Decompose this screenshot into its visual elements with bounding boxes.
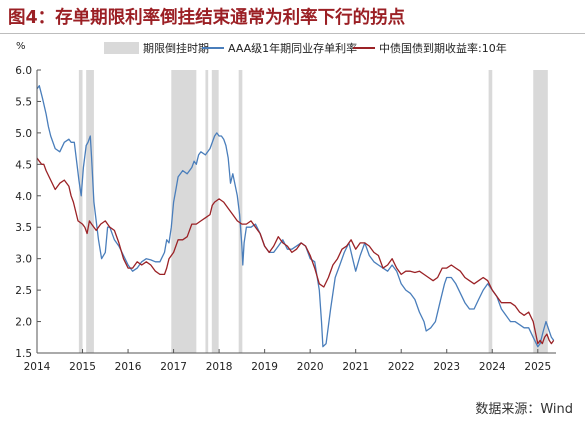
y-tick-label-2: 5.0 — [15, 128, 32, 140]
y-tick-label-8: 2.0 — [15, 317, 32, 329]
x-tick-label-11: 2025 — [524, 361, 551, 373]
x-tick-label-1: 2015 — [69, 361, 96, 373]
x-tick-label-2: 2016 — [115, 361, 142, 373]
shaded-period-5 — [238, 70, 243, 353]
y-tick-label-5: 3.5 — [15, 222, 32, 234]
y-tick-label-7: 2.5 — [15, 285, 32, 297]
x-tick-label-7: 2021 — [342, 361, 369, 373]
legend-label-bond-yield: 中债国债到期收益率:10年 — [379, 41, 507, 55]
data-source: 数据来源：Wind — [475, 402, 573, 417]
x-tick-label-0: 2014 — [24, 361, 51, 373]
y-tick-label-1: 5.5 — [15, 96, 32, 108]
chart-title: 图4：存单期限利率倒挂结束通常为利率下行的拐点 — [8, 8, 406, 28]
y-tick-label-4: 4.0 — [15, 191, 32, 203]
title-divider — [0, 33, 585, 34]
shaded-period-2 — [171, 70, 197, 353]
x-tick-label-6: 2020 — [297, 361, 324, 373]
series-lines — [36, 85, 555, 348]
y-axis-unit: % — [16, 41, 26, 52]
shaded-period-3 — [205, 70, 209, 353]
y-tick-label-3: 4.5 — [15, 159, 32, 171]
shaded-period-0 — [78, 70, 83, 353]
shaded-periods — [78, 70, 548, 353]
x-tick-label-3: 2017 — [160, 361, 187, 373]
legend-label-shade: 期限倒挂时期 — [143, 41, 209, 55]
shaded-period-7 — [533, 70, 548, 353]
bond-yield-line — [36, 157, 555, 345]
shaded-period-6 — [488, 70, 493, 353]
y-tick-label-6: 3.0 — [15, 254, 32, 266]
y-tick-label-0: 6.0 — [15, 65, 32, 77]
x-tick-label-8: 2022 — [388, 361, 415, 373]
shaded-period-1 — [86, 70, 94, 353]
x-tick-label-4: 2018 — [206, 361, 233, 373]
y-tick-label-9: 1.5 — [15, 348, 32, 360]
x-tick-label-9: 2023 — [433, 361, 460, 373]
legend-swatch-shade — [104, 42, 139, 54]
x-tick-label-10: 2024 — [479, 361, 506, 373]
legend-label-cd-rate: AAA级1年期同业存单利率 — [228, 41, 357, 55]
shaded-period-4 — [211, 70, 219, 353]
legend: 期限倒挂时期 AAA级1年期同业存单利率 中债国债到期收益率:10年 — [104, 41, 507, 55]
x-tick-label-5: 2019 — [251, 361, 278, 373]
cd-rate-line — [36, 85, 555, 348]
